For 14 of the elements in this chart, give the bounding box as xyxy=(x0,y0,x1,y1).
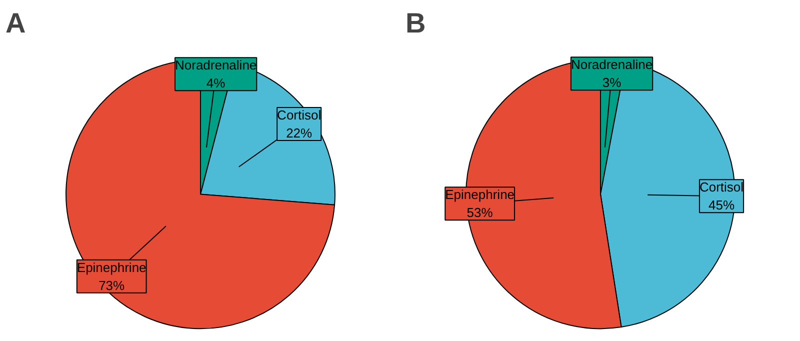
slice-label: Epinephrine xyxy=(76,260,146,275)
data-label: 45% xyxy=(708,198,735,213)
slice-label: Noradrenaline xyxy=(570,57,653,72)
data-label: 22% xyxy=(286,125,313,140)
slice-label: Noradrenaline xyxy=(174,58,257,73)
data-label: 53% xyxy=(466,205,494,220)
chart-title: A xyxy=(6,8,26,38)
data-label: 4% xyxy=(206,76,226,91)
slice-label: Cortisol xyxy=(277,107,322,122)
data-label: 73% xyxy=(98,278,126,293)
slice-label: Epinephrine xyxy=(445,187,515,202)
chart-title: B xyxy=(406,8,426,38)
data-label: 3% xyxy=(602,75,622,90)
slice-label: Cortisol xyxy=(699,180,744,195)
